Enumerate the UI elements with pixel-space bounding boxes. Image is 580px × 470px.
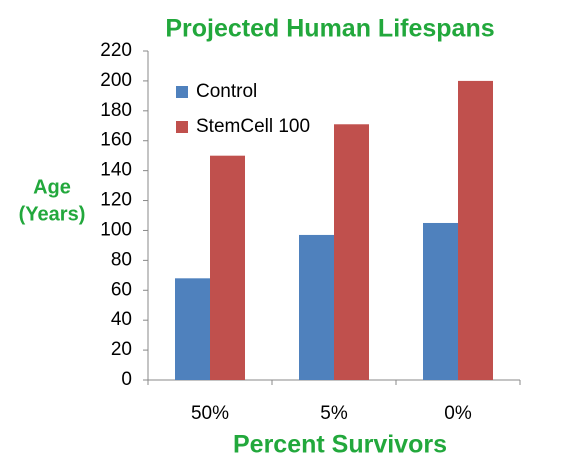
y-axis-title: (Years) xyxy=(19,203,86,225)
y-tick-label: 200 xyxy=(100,70,132,91)
bar xyxy=(175,278,210,380)
y-tick-label: 120 xyxy=(100,190,132,211)
y-tick-label: 0 xyxy=(121,369,132,390)
y-tick-label: 20 xyxy=(111,339,132,360)
bar xyxy=(210,155,245,380)
bar xyxy=(458,80,493,380)
legend-label: StemCell 100 xyxy=(196,116,310,137)
x-tick-label: 50% xyxy=(191,403,229,424)
y-tick-label: 60 xyxy=(111,279,132,300)
y-tick-label: 100 xyxy=(100,219,132,240)
y-tick-label: 80 xyxy=(111,249,132,270)
y-tick-label: 220 xyxy=(100,40,132,61)
y-axis-title: Age xyxy=(33,176,71,198)
x-tick-label: 5% xyxy=(320,403,348,424)
chart-title: Projected Human Lifespans xyxy=(165,15,494,43)
y-tick-label: 160 xyxy=(100,130,132,151)
y-tick-label: 140 xyxy=(100,160,132,181)
legend-swatch xyxy=(176,86,188,98)
y-tick-label: 40 xyxy=(111,309,132,330)
bar xyxy=(334,124,369,380)
x-axis-title: Percent Survivors xyxy=(233,431,447,459)
legend-swatch xyxy=(176,121,188,133)
x-tick-label: 0% xyxy=(444,403,472,424)
bar xyxy=(423,222,458,380)
y-tick-label: 180 xyxy=(100,100,132,121)
bar xyxy=(299,234,334,380)
legend-label: Control xyxy=(196,81,257,102)
